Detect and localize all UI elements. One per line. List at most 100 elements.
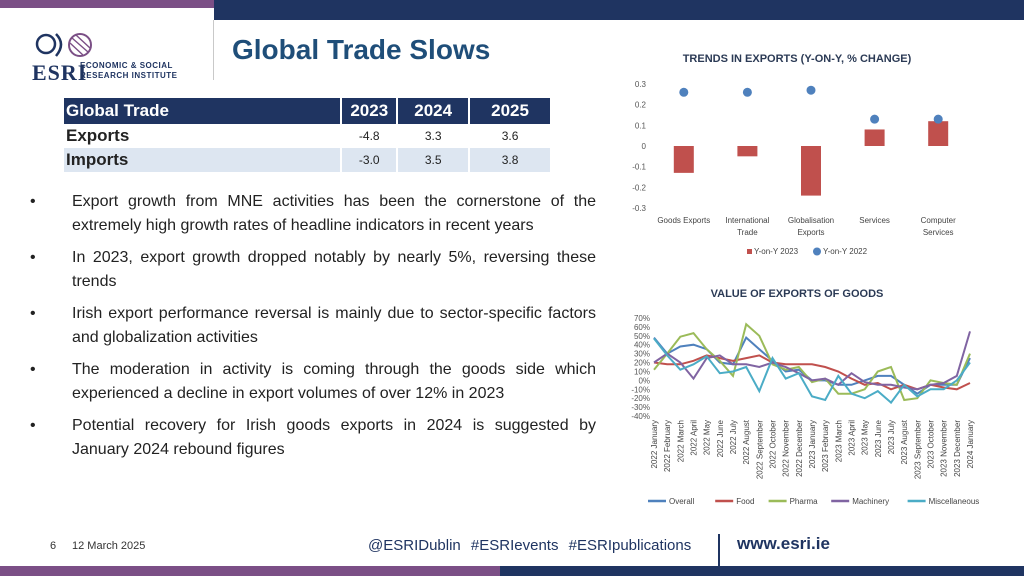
bullet-list: • Export growth from MNE activities has b… xyxy=(30,190,596,470)
list-item: • Export growth from MNE activities has b… xyxy=(30,190,596,238)
table-cell: 3.8 xyxy=(469,148,552,172)
row-label: Exports xyxy=(64,124,343,148)
y-tick-label: 0.1 xyxy=(635,121,647,130)
esri-logo: ESRI ECONOMIC & SOCIAL RESEARCH INSTITUT… xyxy=(32,30,192,85)
row-label: Imports xyxy=(64,148,343,172)
bottom-accent-bar xyxy=(0,566,500,576)
bar-y-on-y-2023 xyxy=(864,129,885,146)
y-tick-label: 20% xyxy=(634,359,650,368)
bullet-marker: • xyxy=(30,361,36,378)
y-tick-label: 60% xyxy=(634,323,650,332)
y-tick-label: -0.1 xyxy=(632,163,646,172)
x-category-label: Services xyxy=(923,228,954,237)
legend-label: Machinery xyxy=(852,497,889,506)
series-line-miscellaneous xyxy=(653,337,971,405)
y-tick-label: 0.2 xyxy=(635,101,647,110)
table-row: Exports -4.8 3.3 3.6 xyxy=(64,124,552,148)
header-divider xyxy=(213,20,214,80)
y-tick-label: -20% xyxy=(631,394,650,403)
x-category-label: Services xyxy=(859,216,890,225)
point-y-on-y-2022 xyxy=(806,85,816,95)
legend-label: Y-on-Y 2023 xyxy=(754,247,799,256)
x-tick-label: 2023 November xyxy=(940,420,949,477)
x-tick-label: 2023 June xyxy=(874,419,883,457)
series-line-machinery xyxy=(653,331,971,391)
bullet-text: The moderation in activity is coming thr… xyxy=(72,361,596,402)
table-cell: 3.3 xyxy=(397,124,471,148)
website-link[interactable]: www.esri.ie xyxy=(737,534,830,553)
exports-trend-chart: -0.3 -0.2 -0.1 0 0.1 0.2 0.3 Goods Exports Inter… xyxy=(632,80,956,256)
x-tick-label: 2024 January xyxy=(966,420,975,468)
bullet-text: Potential recovery for Irish goods expor… xyxy=(72,417,596,458)
y-tick-label: -10% xyxy=(631,385,650,394)
x-tick-label: 2022 February xyxy=(663,420,672,472)
point-y-on-y-2022 xyxy=(742,87,752,97)
x-tick-label: 2023 December xyxy=(953,420,962,477)
logo-subtitle: ECONOMIC & SOCIAL RESEARCH INSTITUTE xyxy=(80,61,190,81)
logo-mark-icon xyxy=(35,33,92,57)
x-tick-label: 2023 February xyxy=(821,420,830,472)
x-tick-label: 2022 August xyxy=(742,419,751,464)
x-tick-label: 2022 January xyxy=(650,420,659,468)
y-tick-label: 0 xyxy=(642,142,647,151)
bullet-text: Irish export performance reversal is mai… xyxy=(72,305,596,346)
table-row: Imports -3.0 3.5 3.8 xyxy=(64,148,552,172)
y-tick-label: -40% xyxy=(631,412,650,421)
x-tick-label: 2023 January xyxy=(808,420,817,468)
x-tick-label: 2023 September xyxy=(913,420,922,479)
y-tick-label: 50% xyxy=(634,332,650,341)
table-header-row: Global Trade 2023 2024 2025 xyxy=(64,98,552,124)
logo-wordmark: ESRI xyxy=(32,60,88,85)
y-tick-label: 40% xyxy=(634,341,650,350)
y-tick-label: 10% xyxy=(634,367,650,376)
y-tick-label: 30% xyxy=(634,350,650,359)
legend-label: Overall xyxy=(669,497,695,506)
list-item: • Irish export performance reversal is ma… xyxy=(30,302,596,350)
table-cell: -4.8 xyxy=(341,124,399,148)
x-tick-label: 2022 November xyxy=(782,420,791,477)
legend-swatch xyxy=(747,249,752,254)
x-tick-label: 2022 December xyxy=(795,420,804,477)
list-item: • The moderation in activity is coming th… xyxy=(30,358,596,406)
x-tick-label: 2023 May xyxy=(861,420,870,455)
bullet-text: In 2023, export growth dropped notably b… xyxy=(72,249,596,290)
x-tick-label: 2022 July xyxy=(729,420,738,454)
bullet-marker: • xyxy=(30,417,36,434)
bullet-marker: • xyxy=(30,193,36,210)
x-tick-label: 2023 April xyxy=(848,420,857,456)
table-cell: 3.5 xyxy=(397,148,471,172)
legend-swatch xyxy=(813,247,821,256)
logo-subtitle-line2: RESEARCH INSTITUTE xyxy=(80,71,178,80)
list-item: • Potential recovery for Irish goods expo… xyxy=(30,414,596,462)
legend-label: Y-on-Y 2022 xyxy=(823,247,868,256)
x-tick-label: 2023 March xyxy=(834,420,843,462)
point-y-on-y-2022 xyxy=(870,114,880,124)
bar-y-on-y-2023 xyxy=(928,121,949,146)
global-trade-table: Global Trade 2023 2024 2025 Exports -4.8… xyxy=(64,98,552,172)
table-cell: -3.0 xyxy=(341,148,399,172)
footer-date: 12 March 2025 xyxy=(72,540,146,552)
table-header: 2024 xyxy=(397,98,471,124)
x-category-label: Exports xyxy=(797,228,824,237)
y-tick-label: -0.3 xyxy=(632,204,646,213)
bullet-marker: • xyxy=(30,305,36,322)
x-category-label: Trade xyxy=(737,228,758,237)
chart-title: TRENDS IN EXPORTS (Y-ON-Y, % CHANGE) xyxy=(682,53,912,65)
point-y-on-y-2022 xyxy=(933,114,943,124)
x-tick-label: 2022 May xyxy=(703,420,712,455)
x-category-label: International xyxy=(725,216,769,225)
x-tick-label: 2022 October xyxy=(769,420,778,469)
slide-title: Global Trade Slows xyxy=(232,34,491,65)
legend-label: Miscellaneous xyxy=(929,497,980,506)
table-header: 2023 xyxy=(341,98,399,124)
series-line-pharma xyxy=(653,322,971,402)
x-tick-label: 2023 October xyxy=(927,420,936,469)
page-number: 6 xyxy=(50,540,57,552)
social-handles: @ESRIDublin #ESRIevents #ESRIpublication… xyxy=(368,537,692,554)
point-y-on-y-2022 xyxy=(679,87,689,97)
legend-label: Food xyxy=(736,497,754,506)
legend-label: Pharma xyxy=(790,497,819,506)
x-tick-label: 2023 August xyxy=(900,419,909,464)
bar-y-on-y-2023 xyxy=(673,146,694,173)
y-tick-label: 0% xyxy=(638,376,650,385)
